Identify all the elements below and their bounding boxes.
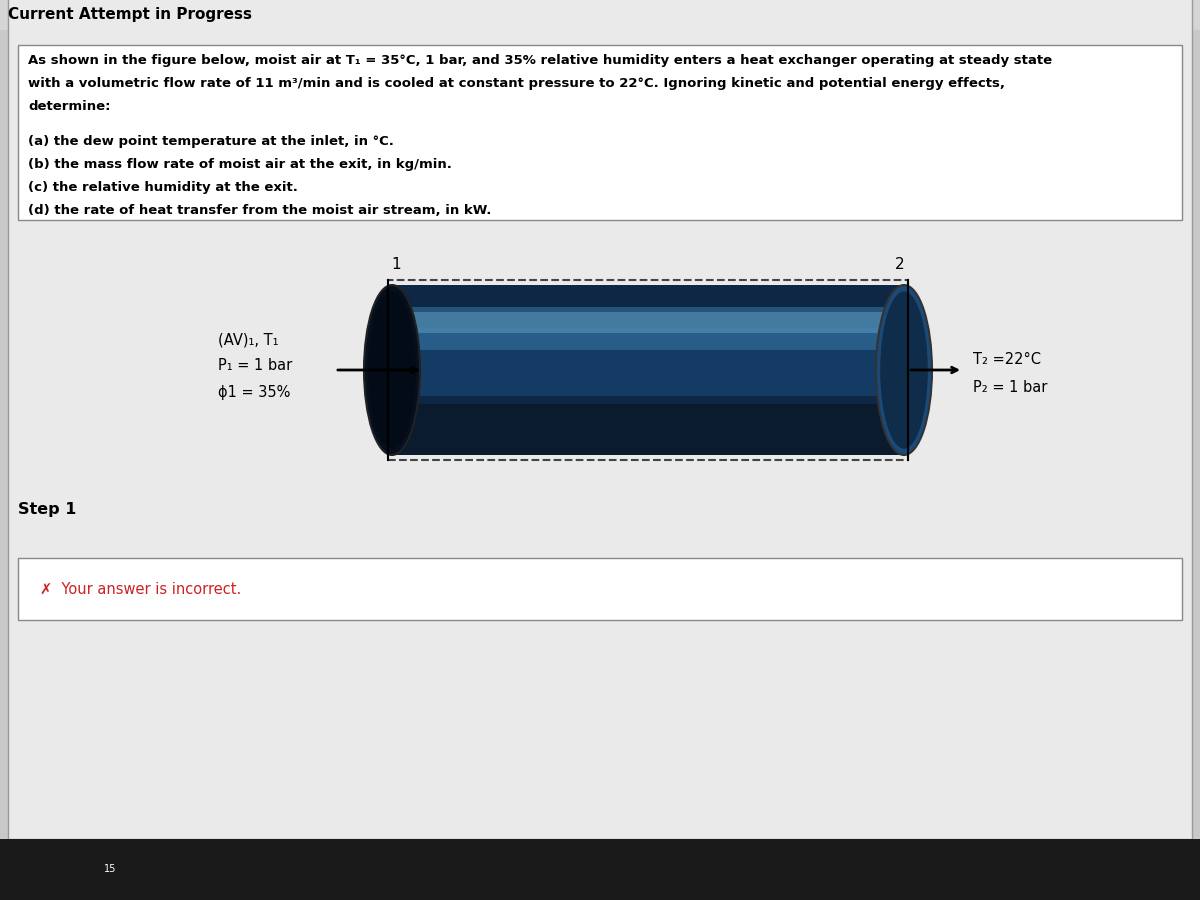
Text: (c) the relative humidity at the exit.: (c) the relative humidity at the exit. [28,181,298,194]
Text: (AV)₁, T₁: (AV)₁, T₁ [218,332,278,347]
Ellipse shape [364,285,420,455]
Text: P₂ = 1 bar: P₂ = 1 bar [973,381,1048,395]
Bar [0,839,1200,900]
Text: 1: 1 [391,257,401,272]
Ellipse shape [368,292,416,448]
Text: with a volumetric flow rate of 11 m³/min and is cooled at constant pressure to 2: with a volumetric flow rate of 11 m³/min… [28,77,1006,90]
Text: 15: 15 [104,864,116,875]
Text: T₂ =22°C: T₂ =22°C [973,353,1042,367]
Text: Current Attempt in Progress: Current Attempt in Progress [8,7,252,22]
Bar [0,0,1200,30]
Text: ϕ1 = 35%: ϕ1 = 35% [218,384,290,400]
Bar [390,285,906,455]
Text: As shown in the figure below, moist air at T₁ = 35°C, 1 bar, and 35% relative hu: As shown in the figure below, moist air … [28,54,1052,67]
Text: P₁ = 1 bar: P₁ = 1 bar [218,357,293,373]
Bar [390,328,906,395]
Text: ✗  Your answer is incorrect.: ✗ Your answer is incorrect. [40,581,241,597]
Text: determine:: determine: [28,100,110,113]
Bar [388,280,908,460]
Bar [400,312,896,333]
Bar [390,404,906,455]
Bar [395,307,901,349]
Bar [18,558,1182,620]
Ellipse shape [876,285,932,455]
Text: (b) the mass flow rate of moist air at the exit, in kg/min.: (b) the mass flow rate of moist air at t… [28,158,452,171]
Text: Step 1: Step 1 [18,502,77,517]
Text: (a) the dew point temperature at the inlet, in °C.: (a) the dew point temperature at the inl… [28,135,394,148]
Bar [18,45,1182,220]
Ellipse shape [881,292,928,448]
Text: (d) the rate of heat transfer from the moist air stream, in kW.: (d) the rate of heat transfer from the m… [28,204,491,217]
Text: 2: 2 [895,257,905,272]
